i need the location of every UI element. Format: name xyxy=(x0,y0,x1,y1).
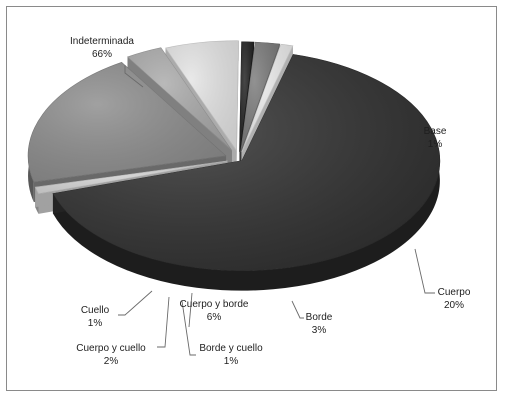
slice-name-cuerpo-y-cuello: Cuerpo y cuello xyxy=(76,343,146,354)
chart-frame: Indeterminada 66% Base 1% Cuerpo 20% Borde 3% Cu… xyxy=(6,6,497,391)
slice-value-cuerpo-y-borde: 6% xyxy=(207,312,222,323)
slice-name-indeterminada: Indeterminada xyxy=(70,36,134,47)
slice-gloss-base xyxy=(35,160,228,194)
slice-borde xyxy=(126,47,233,171)
leader-borde-y-cuello xyxy=(181,300,196,356)
slice-gloss-cuello xyxy=(241,44,293,152)
slice-name-cuerpo-y-borde: Cuerpo y borde xyxy=(180,299,249,310)
leader-borde xyxy=(291,300,304,319)
slice-labels: Indeterminada 66% Base 1% Cuerpo 20% Borde 3% Cu… xyxy=(70,36,471,367)
slice-name-borde: Borde xyxy=(306,312,333,323)
slice-value-cuerpo: 20% xyxy=(444,300,464,311)
slice-name-cuello: Cuello xyxy=(81,305,110,316)
slice-cuerpo xyxy=(27,61,227,203)
slice-name-cuerpo: Cuerpo xyxy=(438,287,471,298)
slice-name-borde-y-cuello: Borde y cuello xyxy=(199,343,263,354)
slice-value-base: 1% xyxy=(428,139,443,150)
slice-gloss-cuerpo-y-borde xyxy=(165,40,239,151)
slice-value-indeterminada: 66% xyxy=(92,49,112,60)
pie-slices xyxy=(27,40,441,291)
leader-indeterminada xyxy=(124,65,144,88)
pie-chart: Indeterminada 66% Base 1% Cuerpo 20% Borde 3% Cu… xyxy=(27,36,471,367)
slice-gloss-borde-y-cuello xyxy=(239,41,255,152)
slice-value-borde-y-cuello: 1% xyxy=(224,356,239,367)
slice-gloss-cuerpo-y-cuello xyxy=(240,42,280,152)
leader-lines xyxy=(118,65,435,356)
leader-cuerpo xyxy=(414,248,435,294)
leader-cuerpo-y-cuello xyxy=(157,296,170,348)
slice-value-borde: 3% xyxy=(312,325,327,336)
slice-gloss-indeterminada xyxy=(52,54,440,271)
leader-cuerpo-y-borde xyxy=(188,292,193,328)
slice-indeterminada xyxy=(52,54,441,291)
slice-value-cuello: 1% xyxy=(88,318,103,329)
leader-cuello xyxy=(118,290,153,316)
slice-gloss-borde xyxy=(127,47,232,151)
slice-gloss-cuerpo xyxy=(28,62,227,183)
slice-value-cuerpo-y-cuello: 2% xyxy=(104,356,119,367)
slice-name-base: Base xyxy=(424,126,447,137)
